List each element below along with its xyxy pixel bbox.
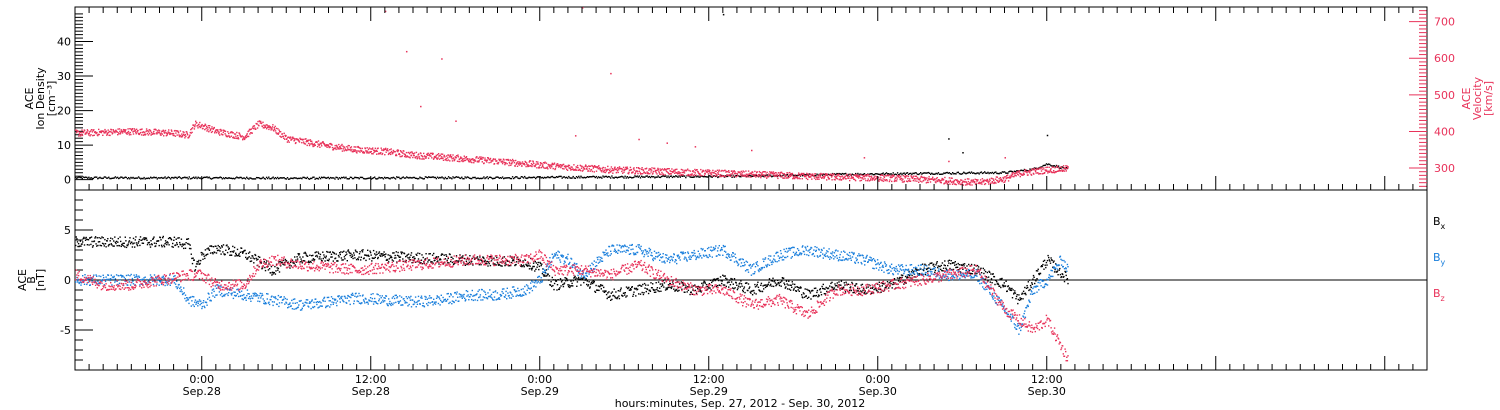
density-outlier bbox=[1046, 134, 1049, 137]
time-axis-title: hours:minutes, Sep. 27, 2012 - Sep. 30, … bbox=[615, 397, 866, 410]
legend-Bz: Bz bbox=[1433, 287, 1445, 303]
velocity-tick-label: 700 bbox=[1434, 16, 1455, 29]
time-tick-label: 12:00 bbox=[355, 373, 387, 386]
density-tick-label: 0 bbox=[64, 174, 71, 187]
velocity-axis-label: Velocity bbox=[1471, 76, 1484, 120]
velocity-outlier bbox=[441, 58, 443, 60]
velocity-outlier bbox=[384, 10, 387, 13]
field-tick-label: 5 bbox=[64, 224, 71, 237]
legend-subscript: y bbox=[1441, 258, 1446, 267]
by-series bbox=[75, 243, 1069, 335]
velocity-tick-label: 300 bbox=[1434, 162, 1455, 175]
velocity-outlier bbox=[666, 142, 668, 144]
velocity-outlier bbox=[582, 7, 584, 9]
field-axis-label: ACE bbox=[16, 269, 29, 291]
velocity-tick-label: 400 bbox=[1434, 125, 1455, 138]
time-tick-label: 12:00 bbox=[693, 373, 725, 386]
legend-subscript: z bbox=[1441, 294, 1445, 303]
time-tick-label: 0:00 bbox=[527, 373, 552, 386]
date-tick-label: Sep.29 bbox=[690, 385, 728, 398]
magnetic-field-data bbox=[75, 235, 1069, 362]
velocity-series bbox=[75, 120, 1069, 186]
velocity-outlier bbox=[405, 50, 408, 53]
density-outlier bbox=[962, 152, 964, 154]
density-outlier bbox=[722, 13, 725, 16]
field-tick-label: -5 bbox=[60, 324, 71, 337]
velocity-outlier bbox=[420, 105, 422, 108]
bz-series bbox=[75, 249, 1069, 362]
density-axis-label: ACE bbox=[23, 87, 36, 109]
velocity-outlier bbox=[948, 160, 950, 163]
legend-By: By bbox=[1433, 251, 1446, 267]
date-tick-label: Sep.29 bbox=[521, 385, 559, 398]
density-axis-label: [cm⁻³] bbox=[45, 81, 58, 117]
time-tick-label: 0:00 bbox=[189, 373, 214, 386]
date-tick-label: Sep.28 bbox=[183, 385, 221, 398]
velocity-tick-label: 600 bbox=[1434, 52, 1455, 65]
density-outlier bbox=[948, 138, 950, 140]
date-tick-label: Sep.28 bbox=[352, 385, 390, 398]
velocity-tick-label: 500 bbox=[1434, 89, 1455, 102]
field-axis-label: [nT] bbox=[34, 269, 47, 291]
date-tick-label: Sep.30 bbox=[859, 385, 897, 398]
field-axis-label: B bbox=[25, 276, 38, 284]
legend-subscript: x bbox=[1441, 222, 1446, 231]
velocity-outlier bbox=[751, 149, 753, 152]
time-axis: 0:00Sep.2812:00Sep.280:00Sep.2912:00Sep.… bbox=[74, 7, 1428, 398]
velocity-outlier bbox=[638, 138, 640, 141]
time-tick-label: 12:00 bbox=[1031, 373, 1063, 386]
density-tick-label: 30 bbox=[57, 70, 71, 83]
velocity-axis-label: ACE bbox=[1460, 87, 1473, 109]
date-tick-label: Sep.30 bbox=[1028, 385, 1066, 398]
velocity-axis-label: [km/s] bbox=[1482, 81, 1495, 116]
field-tick-label: 0 bbox=[64, 274, 71, 287]
velocity-outlier bbox=[1004, 157, 1006, 159]
velocity-outlier bbox=[574, 135, 577, 137]
density-tick-label: 40 bbox=[57, 36, 71, 49]
bx-series bbox=[75, 235, 1069, 305]
density-tick-label: 20 bbox=[57, 105, 71, 118]
time-tick-label: 0:00 bbox=[865, 373, 890, 386]
velocity-outlier bbox=[694, 146, 697, 148]
velocity-outlier bbox=[610, 72, 612, 75]
density-axis-label: Ion Density bbox=[34, 67, 47, 130]
density-tick-label: 10 bbox=[57, 139, 71, 152]
legend-Bx: Bx bbox=[1433, 215, 1446, 231]
velocity-outlier bbox=[863, 157, 866, 159]
velocity-outlier bbox=[455, 120, 457, 122]
density-velocity-data bbox=[75, 7, 1069, 186]
density-series bbox=[75, 163, 1069, 180]
density-velocity-frame bbox=[74, 6, 1428, 191]
